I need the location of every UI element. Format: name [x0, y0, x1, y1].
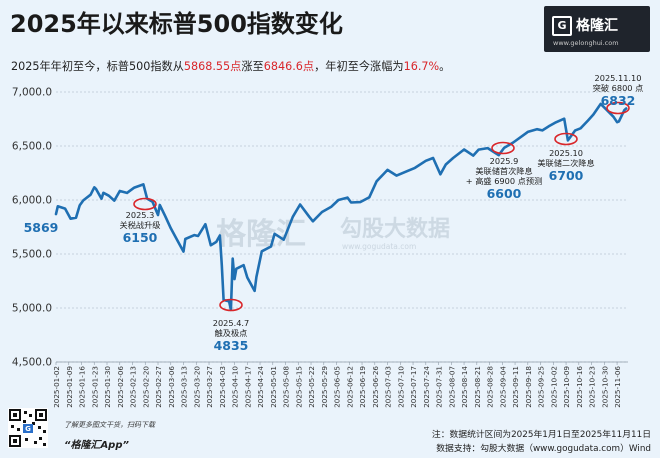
- x-tick-label: 2025-06-19: [358, 366, 367, 408]
- watermark-left: 格隆汇: [216, 217, 306, 252]
- x-tick-label: 2025-08-07: [447, 366, 456, 408]
- x-tick-label: 2025-05-15: [294, 366, 303, 408]
- y-tick-label: 5,000.0: [12, 303, 52, 315]
- x-tick-label: 2025-04-10: [231, 366, 240, 408]
- x-tick-label: 2025-06-05: [333, 366, 342, 408]
- annotation-label: 关税战升级: [120, 220, 161, 230]
- x-tick-label: 2025-03-20: [192, 366, 201, 408]
- x-tick-label: 2025-07-17: [409, 366, 418, 408]
- annotation-value-label: 6832: [601, 93, 636, 108]
- y-tick-label: 7,000.0: [12, 87, 52, 99]
- x-tick-label: 2025-08-14: [460, 366, 469, 408]
- x-tick-label: 2025-07-24: [422, 366, 431, 408]
- annotation-circle: [554, 132, 578, 146]
- x-tick-label: 2025-03-13: [180, 366, 189, 408]
- x-tick-label: 2025-09-11: [511, 366, 520, 408]
- annotation-value-label: 4835: [214, 338, 249, 353]
- x-tick-label: 2025-08-28: [486, 366, 495, 408]
- x-tick-label: 2025-02-20: [141, 366, 150, 408]
- x-tick-label: 2025-05-22: [307, 366, 316, 408]
- x-tick-label: 2025-01-23: [90, 366, 99, 408]
- x-tick-label: 2025-06-12: [345, 366, 354, 408]
- subtitle-suffix: 。: [439, 60, 451, 73]
- x-tick-label: 2025-01-30: [103, 366, 112, 408]
- x-tick-label: 2025-01-16: [78, 366, 87, 408]
- x-tick-label: 2025-04-17: [243, 366, 252, 408]
- subtitle-from-value: 5868.55点: [183, 60, 242, 73]
- watermark-right: 勾股大数据: [340, 216, 450, 242]
- x-tick-label: 2025-10-16: [575, 366, 584, 408]
- x-tick-label: 2025-04-24: [256, 366, 265, 408]
- x-tick-label: 2025-05-29: [320, 366, 329, 408]
- series-line: [54, 102, 628, 312]
- page-title: 2025年以来标普500指数变化: [10, 10, 343, 38]
- x-tick-label: 2025-05-08: [282, 366, 291, 408]
- annotation-value-label: 6600: [487, 186, 522, 201]
- footer-tagline: 了解更多图文干货，扫码下载: [64, 421, 155, 429]
- annotation-label: 美联储首次降息: [475, 166, 532, 176]
- x-tick-label: 2025-07-31: [435, 366, 444, 408]
- subtitle-mid: 涨至: [241, 60, 264, 73]
- annotation-label: 2025.9: [490, 156, 519, 166]
- annotation-label: 触及极点: [215, 328, 248, 338]
- annotation-value-label: 5869: [24, 220, 59, 235]
- annotation-label: 2025.4.7: [213, 318, 249, 328]
- x-tick-label: 2025-02-13: [129, 366, 138, 408]
- x-tick-label: 2025-09-04: [498, 366, 507, 408]
- qr-code-icon: G: [8, 408, 48, 448]
- gelonghui-logo: G 格隆汇 www.gelonghui.com: [544, 6, 650, 52]
- x-tick-label: 2025-03-27: [205, 366, 214, 408]
- x-tick-label: 2025-10-23: [588, 366, 597, 408]
- footer-note-range: 注：数据统计区间为2025年1月1日至2025年11月11日: [431, 430, 651, 440]
- x-tick-label: 2025-09-18: [524, 366, 533, 408]
- page-subtitle: 2025年年初至今，标普500指数从5868.55点涨至6846.6点，年初至今…: [11, 58, 450, 74]
- x-tick-label: 2025-04-03: [218, 366, 227, 408]
- annotation-circle: [133, 197, 157, 211]
- subtitle-to-value: 6846.6点: [263, 60, 315, 73]
- x-tick-label: 2025-10-30: [600, 366, 609, 408]
- annotation-label: 2025.3: [126, 210, 155, 220]
- y-tick-label: 6,000.0: [12, 195, 52, 207]
- x-tick-label: 2025-07-10: [396, 366, 405, 408]
- y-tick-label: 6,500.0: [12, 141, 52, 153]
- x-tick-label: 2025-11-06: [613, 366, 622, 408]
- footer-app-name: “格隆汇App”: [64, 440, 129, 451]
- x-tick-label: 2025-01-02: [52, 366, 61, 408]
- annotation-label: 2025.10: [549, 148, 583, 158]
- annotation-label: 美联储二次降息: [537, 158, 594, 168]
- annotation-label: 突破 6800 点: [593, 83, 644, 93]
- watermark-right-url: www.gogudata.com: [342, 242, 416, 251]
- logo-url: www.gelonghui.com: [553, 39, 619, 47]
- x-tick-label: 2025-09-25: [537, 366, 546, 408]
- subtitle-prefix: 2025年年初至今，标普500指数从: [11, 60, 184, 73]
- svg-text:G: G: [25, 425, 31, 433]
- annotation-circle: [491, 141, 515, 155]
- annotation-label: + 高盛 6900 点预测: [466, 176, 542, 186]
- annotation-value-label: 6700: [549, 168, 584, 183]
- annotation-circle: [606, 101, 630, 115]
- logo-name: 格隆汇: [576, 18, 618, 34]
- subtitle-mid2: ，年初至今涨幅为: [314, 60, 404, 73]
- annotation-circle: [219, 298, 243, 312]
- x-tick-label: 2025-08-21: [473, 366, 482, 408]
- x-tick-label: 2025-01-09: [65, 366, 74, 408]
- x-tick-label: 2025-02-06: [116, 366, 125, 408]
- x-tick-label: 2025-02-27: [154, 366, 163, 408]
- footer: G 了解更多图文干货，扫码下载 “格隆汇App” 注：数据统计区间为2025年1…: [0, 394, 660, 458]
- x-tick-label: 2025-05-01: [269, 366, 278, 408]
- x-tick-label: 2025-10-02: [549, 366, 558, 408]
- annotation-value-label: 6150: [123, 230, 158, 245]
- x-tick-label: 2025-10-09: [562, 366, 571, 408]
- y-tick-label: 4,500.0: [12, 357, 52, 369]
- y-tick-label: 5,500.0: [12, 249, 52, 261]
- x-tick-label: 2025-06-26: [371, 366, 380, 408]
- subtitle-pct-value: 16.7%: [403, 60, 440, 73]
- x-tick-label: 2025-07-03: [384, 366, 393, 408]
- x-tick-label: 2025-03-06: [167, 366, 176, 408]
- annotation-label: 2025.11.10: [595, 73, 642, 83]
- footer-note-source: 数据支持：勾股大数据（www.gogudata.com）Wind: [436, 444, 651, 454]
- gelonghui-logo-icon: G: [552, 16, 572, 36]
